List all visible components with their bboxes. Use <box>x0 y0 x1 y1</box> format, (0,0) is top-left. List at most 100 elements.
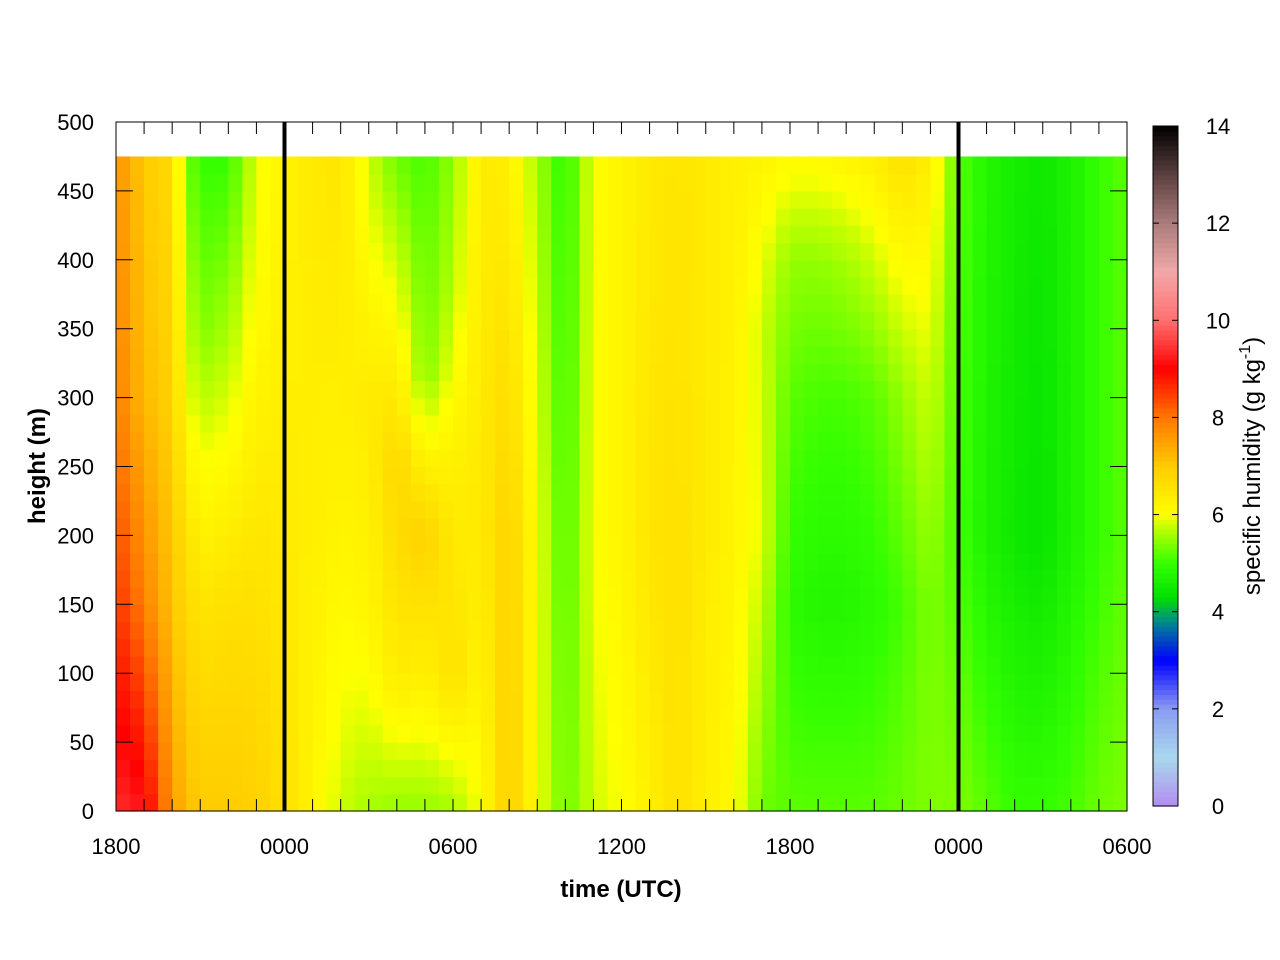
heatmap-cell <box>1028 518 1044 536</box>
heatmap-cell <box>1014 535 1030 554</box>
heatmap-cell <box>382 707 398 726</box>
heatmap-cell <box>410 173 426 192</box>
heatmap-cell <box>832 638 847 657</box>
heatmap-cell <box>116 604 131 623</box>
heatmap-cell <box>144 242 159 261</box>
heatmap-cell <box>916 587 932 605</box>
heatmap-cell <box>270 673 286 692</box>
heatmap-cell <box>495 655 510 674</box>
heatmap-cell <box>691 380 707 399</box>
heatmap-cell <box>172 432 187 450</box>
heatmap-cell <box>228 552 243 571</box>
heatmap-cell <box>747 466 763 485</box>
heatmap-cell <box>214 759 229 778</box>
heatmap-cell <box>579 604 595 623</box>
heatmap-cell <box>410 500 426 519</box>
heatmap-cell <box>256 225 272 244</box>
heatmap-cell <box>733 225 749 244</box>
heatmap-cell <box>354 311 370 330</box>
heatmap-cell <box>228 242 243 261</box>
heatmap-cell <box>874 259 889 278</box>
heatmap-cell <box>467 225 482 244</box>
heatmap-cell <box>1056 621 1072 640</box>
heatmap-cell <box>916 432 932 450</box>
heatmap-cell <box>396 587 412 605</box>
heatmap-cell <box>607 690 623 709</box>
heatmap-cell <box>972 173 988 192</box>
heatmap-cell <box>200 759 215 778</box>
heatmap-cell <box>1070 294 1086 313</box>
heatmap-cell <box>775 397 791 416</box>
heatmap-cell <box>747 432 763 450</box>
heatmap-cell <box>312 793 328 812</box>
heatmap-cell <box>818 345 833 364</box>
heatmap-cell <box>916 225 932 244</box>
heatmap-cell <box>621 500 637 519</box>
heatmap-cell <box>284 776 300 795</box>
heatmap-cell <box>551 673 566 692</box>
heatmap-cell <box>354 173 370 192</box>
heatmap-cell <box>565 673 580 692</box>
heatmap-cell <box>186 259 201 278</box>
heatmap-cell <box>804 397 819 416</box>
heatmap-cell <box>270 328 286 347</box>
colorbar-title-main: specific humidity (g kg <box>1239 359 1266 595</box>
heatmap-cell <box>158 225 173 244</box>
heatmap-cell <box>635 569 651 588</box>
heatmap-cell <box>467 500 482 519</box>
heatmap-cell <box>1070 604 1086 623</box>
heatmap-cell <box>902 690 917 709</box>
heatmap-cell <box>1042 552 1058 571</box>
colorbar-segment <box>1153 728 1178 734</box>
heatmap-cell <box>649 208 665 226</box>
colorbar-segment <box>1153 252 1178 258</box>
heatmap-cell <box>1084 294 1100 313</box>
heatmap-cell <box>495 345 510 364</box>
heatmap-cell <box>663 776 679 795</box>
heatmap-cell <box>1028 587 1044 605</box>
heatmap-cell <box>1042 432 1058 450</box>
heatmap-cell <box>593 793 609 812</box>
heatmap-cell <box>972 208 988 226</box>
colorbar-segment <box>1153 422 1178 428</box>
heatmap-cell <box>284 208 300 226</box>
colorbar-segment <box>1153 704 1178 710</box>
heatmap-cell <box>1056 259 1072 278</box>
heatmap-cell <box>551 742 566 760</box>
heatmap-cell <box>874 587 889 605</box>
colorbar-segment <box>1153 500 1178 506</box>
heatmap-cell <box>607 156 623 175</box>
heatmap-cell <box>256 707 272 726</box>
heatmap-cell <box>902 621 917 640</box>
heatmap-cell <box>537 449 552 468</box>
heatmap-cell <box>818 552 833 571</box>
heatmap-cell <box>761 294 777 313</box>
heatmap-cell <box>1000 397 1016 416</box>
heatmap-cell <box>733 311 749 330</box>
heatmap-cell <box>747 363 763 381</box>
heatmap-cell <box>1098 483 1114 502</box>
heatmap-cell <box>186 535 201 554</box>
heatmap-cell <box>200 294 215 313</box>
heatmap-cell <box>158 707 173 726</box>
heatmap-cell <box>888 604 903 623</box>
heatmap-cell <box>326 690 342 709</box>
heatmap-cell <box>340 621 356 640</box>
heatmap-cell <box>958 776 974 795</box>
heatmap-cell <box>523 535 538 554</box>
heatmap-cell <box>340 466 356 485</box>
y-tick-label: 500 <box>57 110 94 135</box>
heatmap-cell <box>930 690 946 709</box>
heatmap-cell <box>284 432 300 450</box>
heatmap-cell <box>733 432 749 450</box>
heatmap-cell <box>312 363 328 381</box>
heatmap-cell <box>944 621 960 640</box>
heatmap-cell <box>340 449 356 468</box>
heatmap-cell <box>424 759 440 778</box>
heatmap-cell <box>804 690 819 709</box>
heatmap-cell <box>298 259 314 278</box>
heatmap-cell <box>537 621 552 640</box>
heatmap-cell <box>579 294 595 313</box>
heatmap-cell <box>228 604 243 623</box>
heatmap-cell <box>523 156 538 175</box>
